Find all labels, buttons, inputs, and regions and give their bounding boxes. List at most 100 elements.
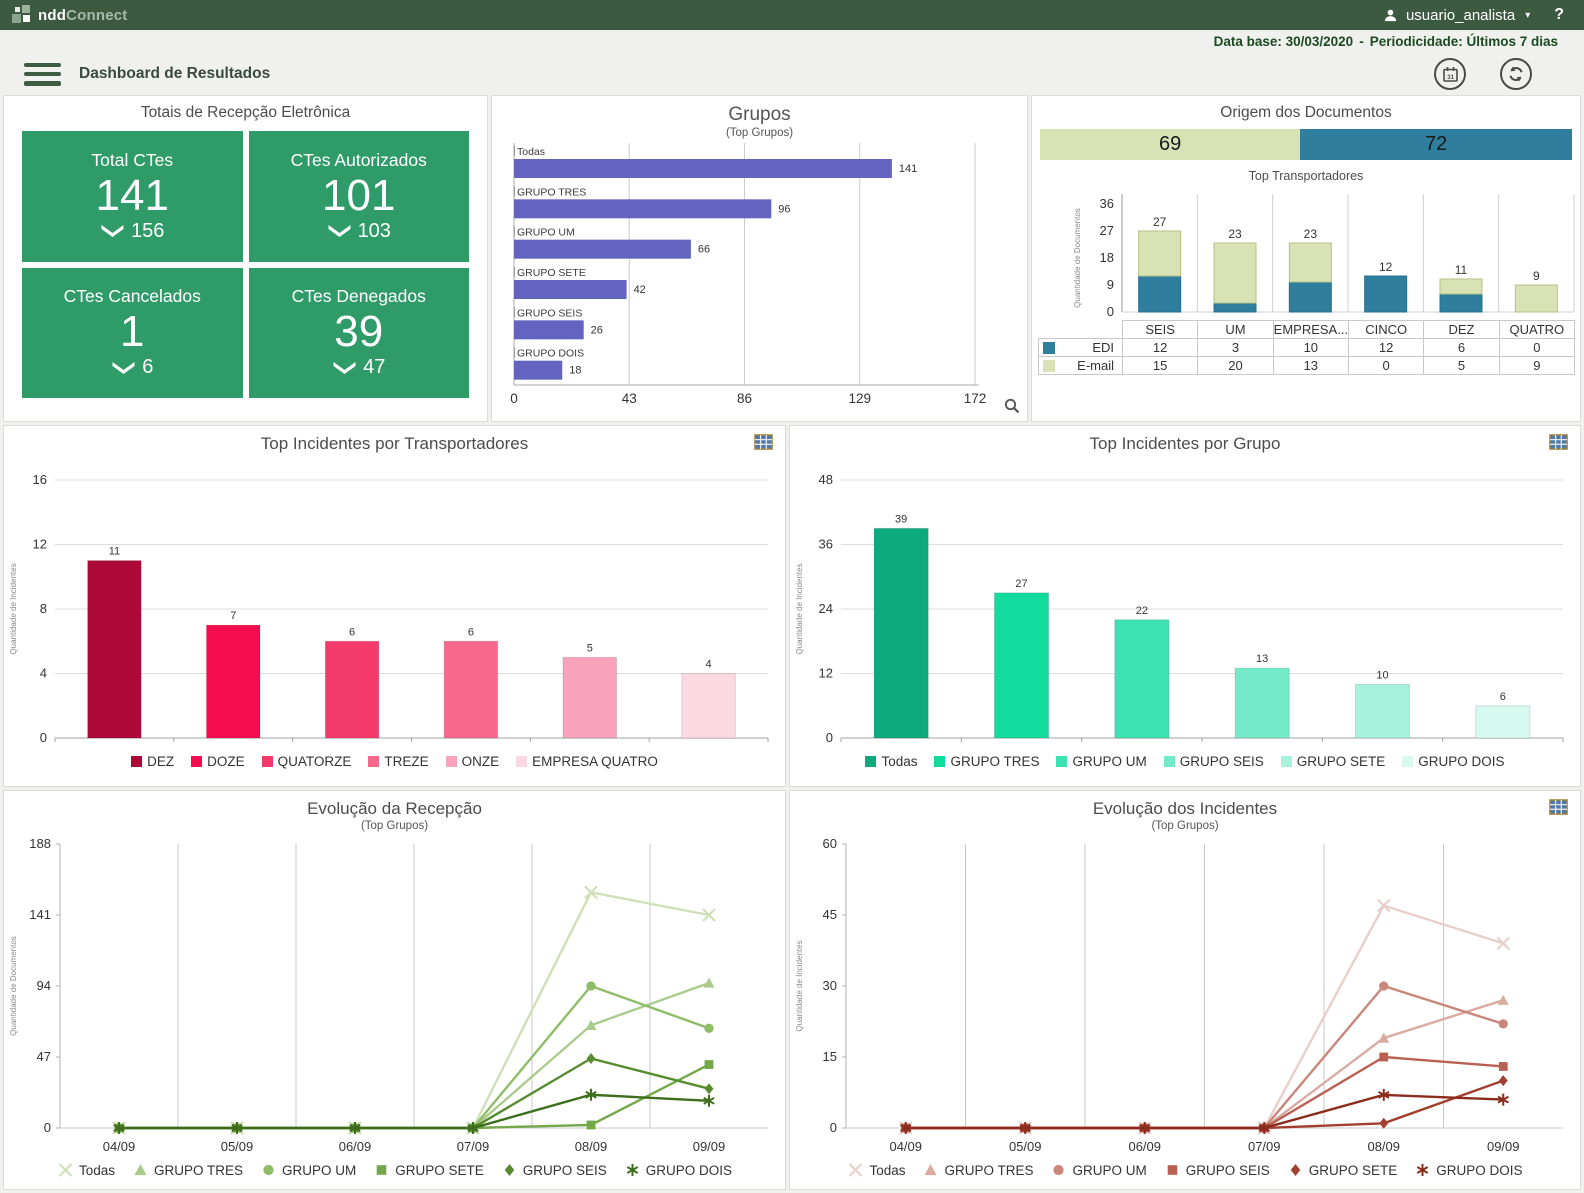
legend-item-GRUPO DOIS[interactable]: GRUPO DOIS	[1414, 1162, 1523, 1178]
kpi-card-total-ctes[interactable]: Total CTes 141 156	[22, 131, 243, 262]
legend-label: GRUPO SETE	[1308, 1162, 1398, 1178]
bar-DEZ	[87, 560, 142, 739]
incidentes-transportadores-chart[interactable]: 0 4 8 12 16 Quantidade de Incidentes 11 7 6 6 5 4	[5, 456, 784, 752]
table-view-button[interactable]	[1549, 799, 1568, 818]
evolucao-recepcao-chart[interactable]: 0 47 94 141 188 04/09 05/09 06/09 07/09 08/09 09/0…	[5, 834, 784, 1160]
legend-label: GRUPO TRES	[950, 754, 1040, 769]
user-menu[interactable]: usuario_analista ▾	[1383, 7, 1530, 24]
circle-marker-icon	[1053, 1164, 1065, 1176]
ndd-logo-icon	[12, 4, 31, 26]
svg-text:36: 36	[819, 537, 833, 552]
table-cell: 5	[1423, 356, 1500, 375]
panel-title: Top Incidentes por Transportadores	[260, 434, 529, 453]
legend-item-GRUPO TRES[interactable]: GRUPO TRES	[922, 1162, 1033, 1178]
kpi-card-ctes-cancelados[interactable]: CTes Cancelados 1 6	[22, 267, 243, 398]
origem-segment-EDI[interactable]: 72	[1300, 129, 1572, 160]
svg-text:42: 42	[634, 284, 646, 296]
legend-swatch	[1043, 359, 1055, 372]
evolucao-incidentes-chart[interactable]: 0 15 30 45 60 04/09 05/09 06/09 07/09 08/09 09/09 Q…	[791, 834, 1579, 1160]
kpi-secondary: 6	[142, 356, 154, 379]
refresh-icon	[1509, 66, 1523, 82]
legend-item-DOZE[interactable]: DOZE	[191, 754, 245, 769]
help-button[interactable]: ?	[1554, 6, 1564, 23]
table-view-button[interactable]	[1549, 434, 1568, 453]
bar-GRUPO UM	[514, 239, 691, 259]
legend-item-GRUPO UM[interactable]: GRUPO UM	[260, 1162, 356, 1178]
table-cell: 15	[1121, 356, 1199, 375]
panel-evolucao-incidentes: Evolução dos Incidentes (Top Grupos) 0 15…	[789, 790, 1581, 1190]
calendar-button[interactable]: 31	[1434, 58, 1466, 90]
table-icon	[1549, 799, 1568, 815]
incidentes-grupo-chart[interactable]: 0 12 24 36 48 Quantidade de Incidentes 39 27 22 1…	[791, 456, 1579, 752]
diamond-marker-icon	[1290, 1164, 1301, 1176]
legend-item-GRUPO SETE[interactable]: GRUPO SETE	[373, 1162, 484, 1178]
legend-item-DEZ[interactable]: DEZ	[131, 754, 174, 769]
svg-text:16: 16	[33, 472, 47, 487]
bar-ONZE	[562, 656, 617, 739]
legend-item-TREZE[interactable]: TREZE	[368, 754, 429, 769]
legend-item-GRUPO SETE[interactable]: GRUPO SETE	[1280, 754, 1385, 769]
svg-text:GRUPO SETE: GRUPO SETE	[517, 267, 586, 279]
legend-item-GRUPO SETE[interactable]: GRUPO SETE	[1287, 1162, 1398, 1178]
legend-item-QUATORZE[interactable]: QUATORZE	[261, 754, 352, 769]
legend-item-GRUPO SEIS[interactable]: GRUPO SEIS	[1163, 754, 1264, 769]
origem-segment-E-mail[interactable]: 69	[1040, 129, 1301, 160]
refresh-button[interactable]	[1500, 58, 1532, 90]
legend-item-GRUPO SEIS[interactable]: GRUPO SEIS	[1164, 1162, 1270, 1178]
svg-text:07/09: 07/09	[457, 1139, 490, 1154]
svg-text:Quantidade de Documentos: Quantidade de Documentos	[1073, 208, 1082, 308]
svg-text:12: 12	[33, 537, 47, 552]
menu-button[interactable]	[24, 61, 61, 88]
bar-GRUPO SETE	[1354, 683, 1411, 739]
legend-item-Todas[interactable]: Todas	[57, 1162, 115, 1178]
svg-text:06/09: 06/09	[339, 1139, 372, 1154]
legend-item-ONZE[interactable]: ONZE	[445, 754, 499, 769]
stack-edi-UM	[1213, 302, 1257, 313]
legend-item-GRUPO SEIS[interactable]: GRUPO SEIS	[501, 1162, 607, 1178]
origem-stacked-bar[interactable]: 69 72	[1040, 129, 1572, 160]
legend-item-Todas[interactable]: Todas	[847, 1162, 905, 1178]
svg-text:06/09: 06/09	[1128, 1139, 1161, 1154]
legend-label: GRUPO TRES	[944, 1162, 1034, 1178]
table-cell: 0	[1498, 338, 1576, 357]
panel-grupos: Grupos (Top Grupos) 0 43 86 129 172 Todas 141 G…	[491, 95, 1028, 422]
header-actions: 31	[1434, 58, 1560, 90]
svg-text:4: 4	[706, 659, 712, 671]
svg-text:45: 45	[823, 907, 837, 922]
legend-item-GRUPO DOIS[interactable]: GRUPO DOIS	[624, 1162, 732, 1178]
table-header-cell: DEZ	[1423, 320, 1500, 339]
legend-item-GRUPO DOIS[interactable]: GRUPO DOIS	[1402, 754, 1505, 769]
chevron-down-icon	[333, 361, 356, 374]
bar-GRUPO SEIS	[1234, 667, 1290, 739]
legend-label: DOZE	[207, 754, 245, 769]
legend-label: QUATORZE	[277, 754, 352, 769]
table-view-button[interactable]	[754, 434, 773, 453]
kpi-secondary: 156	[131, 219, 165, 242]
legend-item-Todas[interactable]: Todas	[865, 754, 917, 769]
transportadores-stacked-chart[interactable]: 0 9 18 27 36 Quantidade de Documentos 27 23 23 12…	[1034, 184, 1581, 318]
kpi-card-ctes-autorizados[interactable]: CTes Autorizados 101 103	[248, 131, 469, 262]
legend-item-GRUPO UM[interactable]: GRUPO UM	[1056, 754, 1147, 769]
legend-item-GRUPO TRES[interactable]: GRUPO TRES	[132, 1162, 243, 1178]
table-header-cell: QUATRO	[1498, 320, 1576, 339]
grupos-bar-chart[interactable]: 0 43 86 129 172 Todas 141 GRUPO TRES 96 GRUPO UM 6…	[494, 141, 1025, 407]
panel-title: Evolução da Recepção	[307, 799, 482, 818]
legend-item-GRUPO TRES[interactable]: GRUPO TRES	[934, 754, 1039, 769]
legend-swatch	[516, 756, 528, 767]
panel-incidentes-transportadores: Top Incidentes por Transportadores 0 4 8 12…	[3, 425, 786, 787]
kpi-secondary: 103	[357, 219, 391, 242]
kpi-value: 39	[334, 307, 384, 357]
kpi-card-ctes-denegados[interactable]: CTes Denegados 39 47	[248, 267, 469, 398]
legend-swatch	[934, 756, 946, 767]
ndd-connect-logo[interactable]: nddConnect	[12, 4, 128, 26]
svg-text:09/09: 09/09	[1487, 1139, 1520, 1154]
magnifier-icon[interactable]	[1004, 398, 1020, 417]
panel-title: Totais de Recepção Eletrônica	[140, 104, 351, 121]
svg-text:0: 0	[826, 730, 833, 745]
legend-swatch	[1043, 341, 1055, 354]
legend-item-EMPRESA QUATRO[interactable]: EMPRESA QUATRO	[516, 754, 658, 769]
legend-swatch	[865, 756, 877, 767]
legend-item-GRUPO UM[interactable]: GRUPO UM	[1050, 1162, 1147, 1178]
table-icon	[754, 434, 773, 450]
asterisk-marker-icon	[626, 1164, 638, 1176]
